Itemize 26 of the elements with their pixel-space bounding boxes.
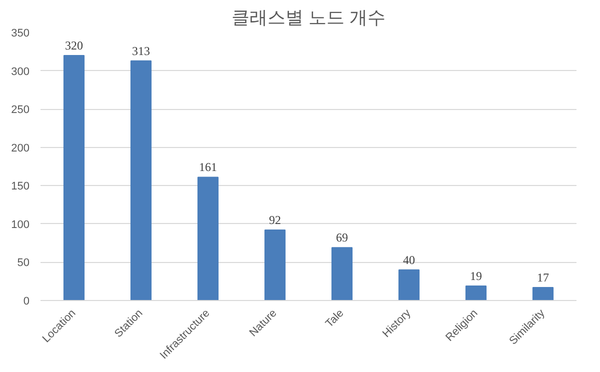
bar [532,286,554,300]
data-label: 320 [65,38,83,52]
x-tick-label: Tale [323,307,346,330]
bar [197,176,219,300]
y-tick-label: 300 [11,66,30,78]
y-tick-label: 250 [11,104,30,116]
y-tick-label: 150 [11,180,30,193]
bar [130,60,152,300]
bar [264,230,286,300]
y-tick-label: 350 [11,28,30,40]
data-label: 92 [269,213,281,228]
chart-title: 클래스별 노드 개수 [232,8,386,28]
bar [465,285,487,300]
y-tick-label: 100 [11,218,30,231]
data-label: 69 [336,230,348,245]
data-label: 17 [537,270,549,284]
bar [63,54,85,300]
y-tick-label: 0 [23,296,30,308]
data-label: 19 [470,268,482,283]
data-label: 313 [132,44,150,58]
y-tick-label: 50 [17,257,30,270]
data-label: 40 [403,252,415,267]
data-label: 161 [199,160,217,174]
bar [398,269,420,300]
bar [331,247,353,300]
y-tick-label: 200 [11,142,30,154]
